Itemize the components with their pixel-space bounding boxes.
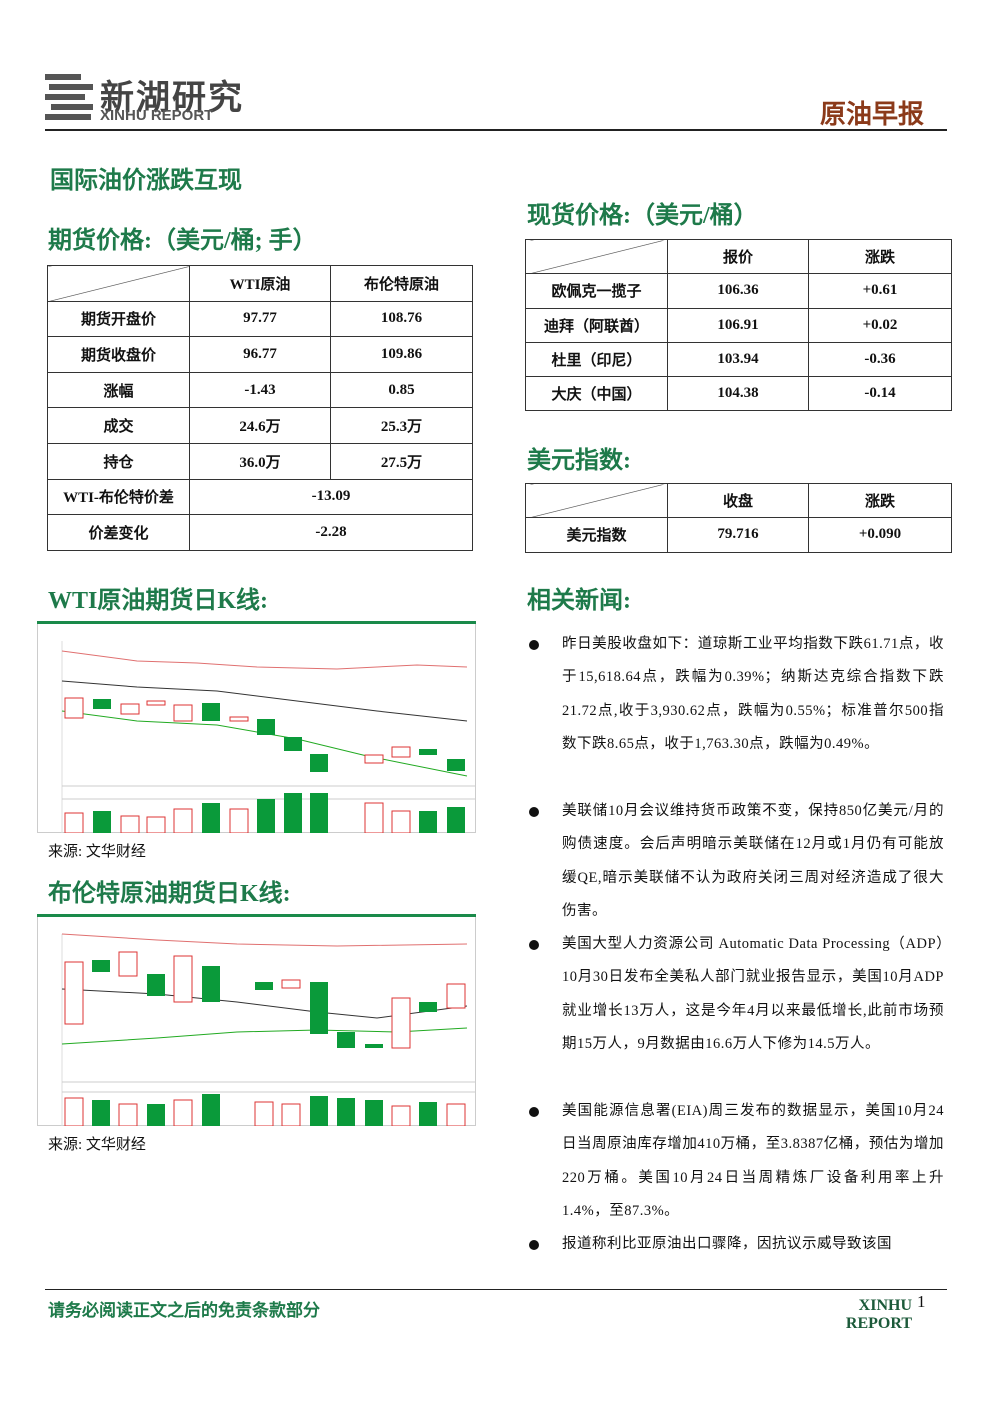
row-label: 价差变化: [47, 514, 190, 551]
cell: 109.86: [330, 336, 473, 373]
row: 价差变化 -2.28: [47, 514, 473, 551]
futures-title: 期货价格:（美元/桶; 手）: [48, 228, 317, 254]
bullet: [529, 640, 539, 650]
spot-title: 现货价格:（美元/桶）: [527, 203, 758, 229]
cell: 104.38: [667, 376, 809, 412]
corner-cell: [525, 238, 668, 275]
column-header: 收盘: [667, 482, 809, 519]
table: WTI原油 布伦特原油 期货开盘价 97.77 108.76 期货收盘价 96.77 109.…: [47, 265, 473, 551]
bullet: [529, 1240, 539, 1250]
column-header: 涨跌: [808, 238, 952, 275]
row: 欧佩克一揽子 106.36 +0.61: [525, 273, 952, 309]
row-label: 欧佩克一揽子: [525, 273, 668, 309]
news-item: 报道称利比亚原油出口骤降，因抗议示威导致该国: [562, 1236, 892, 1252]
row: 大庆（中国） 104.38 -0.14: [525, 376, 952, 412]
disclaimer: 请务必阅读正文之后的免责条款部分: [48, 1301, 320, 1320]
row: 成交 24.6万 25.3万: [47, 407, 473, 444]
corner-cell: [525, 482, 668, 519]
cell: 25.3万: [330, 407, 473, 444]
cell: 27.5万: [330, 442, 473, 480]
cell: 97.77: [189, 300, 331, 338]
cell: 0.85: [330, 371, 473, 409]
cell: 36.0万: [189, 442, 331, 480]
corner-cell: [47, 265, 190, 302]
news-item: 美联储10月会议维持货币政策不变，保持850亿美元/月的购债速度。会后声明暗示美…: [562, 803, 944, 920]
cell: +0.090: [808, 517, 952, 553]
news-title: 相关新闻:: [527, 588, 631, 614]
headline: 国际油价涨跌互现: [50, 168, 242, 194]
column-header: 涨跌: [808, 482, 952, 519]
row-label: 杜里（印尼）: [525, 341, 668, 378]
cell: -13.09: [189, 478, 473, 516]
footer-brand: XINHU REPORT: [845, 1297, 912, 1332]
column-header: 布伦特原油: [330, 265, 473, 302]
cell: -0.14: [808, 376, 952, 412]
row-label: 迪拜（阿联酋）: [525, 307, 668, 343]
bullet: [529, 1107, 539, 1117]
row-label: WTI-布伦特价差: [47, 478, 190, 516]
column-header: 报价: [667, 238, 809, 275]
chart-source: 来源: 文华财经: [48, 1137, 146, 1153]
row-label: 持仓: [47, 442, 190, 480]
row: 持仓 36.0万 27.5万: [47, 442, 473, 480]
row-label: 期货收盘价: [47, 336, 190, 373]
row-label: 美元指数: [525, 517, 668, 553]
row-label: 涨幅: [47, 371, 190, 409]
cell: -0.36: [808, 341, 952, 378]
row: 杜里（印尼） 103.94 -0.36: [525, 341, 952, 378]
cell: 108.76: [330, 300, 473, 338]
row-label: 大庆（中国）: [525, 376, 668, 412]
dollar-title: 美元指数:: [527, 448, 631, 474]
chart-title: WTI原油期货日K线:: [48, 588, 269, 614]
header-row: 收盘 涨跌: [525, 482, 952, 519]
table: 收盘 涨跌 美元指数 79.716 +0.090: [525, 482, 952, 553]
news-item: 昨日美股收盘如下：道琼斯工业平均指数下跌61.71点，收于15,618.64点，…: [562, 636, 944, 753]
cell: +0.02: [808, 307, 952, 343]
header-rule: [45, 129, 947, 131]
cell: 24.6万: [189, 407, 331, 444]
news-item: 美国能源信息署(EIA)周三发布的数据显示，美国10月24日当周原油库存增加41…: [562, 1103, 944, 1220]
bullet: [529, 940, 539, 950]
brent-chart-image: [37, 914, 476, 1126]
row: 涨幅 -1.43 0.85: [47, 371, 473, 409]
row-label: 成交: [47, 407, 190, 444]
page-number: 1: [917, 1292, 926, 1311]
cell: -2.28: [189, 514, 473, 551]
column-header: WTI原油: [189, 265, 331, 302]
row: 期货开盘价 97.77 108.76: [47, 300, 473, 338]
footer-rule: [45, 1289, 947, 1290]
wti-chart-image: [37, 621, 476, 833]
table: 报价 涨跌 欧佩克一揽子 106.36 +0.61 迪拜（阿联酋） 106.91 +0.02 杜…: [525, 238, 952, 412]
cell: +0.61: [808, 273, 952, 309]
cell: -1.43: [189, 371, 331, 409]
row-label: 期货开盘价: [47, 300, 190, 338]
cell: 106.91: [667, 307, 809, 343]
news-item: 美国大型人力资源公司 Automatic Data Processing（ADP…: [562, 936, 944, 1053]
report-type: 原油早报: [820, 100, 925, 129]
header-row: 报价 涨跌: [525, 238, 952, 275]
chart-source: 来源: 文华财经: [48, 844, 146, 860]
logo-cn: 新湖研究: [100, 80, 244, 117]
row: WTI-布伦特价差 -13.09: [47, 478, 473, 516]
cell: 96.77: [189, 336, 331, 373]
logo-mark: [45, 74, 93, 120]
bullet: [529, 807, 539, 817]
cell: 106.36: [667, 273, 809, 309]
row: 迪拜（阿联酋） 106.91 +0.02: [525, 307, 952, 343]
chart-title: 布伦特原油期货日K线:: [48, 881, 291, 907]
logo-en: XINHU REPORT: [100, 107, 214, 124]
row: 期货收盘价 96.77 109.86: [47, 336, 473, 373]
header-row: WTI原油 布伦特原油: [47, 265, 473, 302]
cell: 103.94: [667, 341, 809, 378]
row: 美元指数 79.716 +0.090: [525, 517, 952, 553]
cell: 79.716: [667, 517, 809, 553]
